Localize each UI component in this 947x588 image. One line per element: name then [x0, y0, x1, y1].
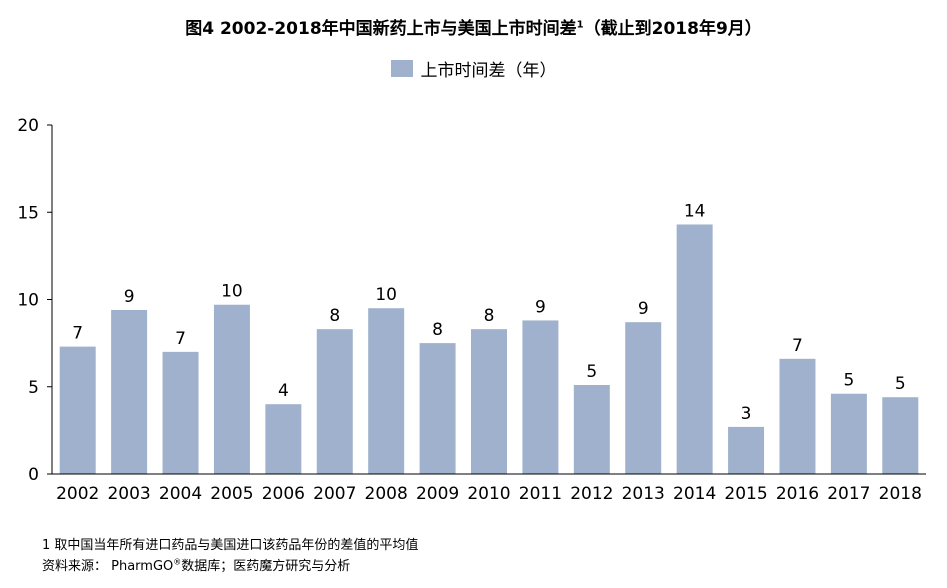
x-tick-label: 2006	[262, 484, 305, 504]
data-label: 10	[221, 282, 243, 302]
y-tick-label: 20	[17, 116, 39, 136]
bar	[265, 404, 302, 474]
data-label: 9	[124, 287, 135, 307]
legend: 上市时间差（年）	[0, 56, 947, 81]
source-mark: ®	[173, 557, 182, 567]
bar	[368, 308, 405, 474]
data-label: 7	[792, 336, 803, 356]
y-tick-label: 15	[17, 203, 39, 223]
x-tick-label: 2014	[673, 484, 716, 504]
y-tick-label: 5	[28, 378, 39, 398]
data-label: 9	[535, 297, 546, 317]
data-label: 8	[329, 306, 340, 326]
bar	[213, 304, 250, 474]
data-label: 10	[375, 285, 397, 305]
data-label: 5	[586, 362, 597, 382]
data-label: 7	[175, 329, 186, 349]
x-tick-label: 2005	[210, 484, 253, 504]
data-label: 8	[432, 320, 443, 340]
chart-title: 图4 2002-2018年中国新药上市与美国上市时间差1（截止到2018年9月）	[0, 14, 947, 39]
data-label: 8	[484, 306, 495, 326]
x-tick-label: 2002	[56, 484, 99, 504]
bar	[471, 329, 507, 474]
bar	[111, 309, 148, 474]
bar	[882, 397, 919, 474]
data-label: 14	[684, 201, 706, 221]
data-label: 7	[72, 324, 83, 344]
chart-title-text: 图4 2002-2018年中国新药上市与美国上市时间差	[185, 19, 577, 39]
data-label: 4	[278, 381, 289, 401]
bar	[522, 320, 559, 474]
bar	[419, 343, 456, 474]
data-label: 9	[638, 299, 649, 319]
bar	[676, 224, 713, 474]
data-label: 5	[843, 371, 854, 391]
x-tick-label: 2018	[879, 484, 922, 504]
x-tick-label: 2013	[622, 484, 665, 504]
y-tick-label: 10	[17, 291, 39, 311]
x-tick-label: 2004	[159, 484, 202, 504]
x-tick-label: 2011	[519, 484, 562, 504]
x-tick-label: 2010	[467, 484, 510, 504]
source-suffix: 数据库；医药魔方研究与分析	[181, 559, 351, 574]
bar	[59, 346, 96, 474]
bar	[830, 393, 867, 474]
data-label: 3	[741, 404, 752, 424]
x-tick-label: 2012	[570, 484, 613, 504]
x-tick-label: 2017	[827, 484, 870, 504]
chart-title-superscript: 1	[576, 19, 584, 31]
bar	[728, 426, 765, 474]
bar	[779, 358, 816, 474]
footnote-source: 资料来源： PharmGO®数据库；医药魔方研究与分析	[42, 555, 350, 574]
legend-swatch	[390, 60, 413, 77]
x-tick-label: 2003	[107, 484, 150, 504]
chart-title-suffix: （截止到2018年9月）	[583, 19, 762, 39]
data-label: 5	[895, 374, 906, 394]
x-tick-label: 2007	[313, 484, 356, 504]
legend-label: 上市时间差（年）	[420, 61, 557, 81]
y-tick-label: 0	[28, 465, 39, 485]
x-tick-label: 2015	[724, 484, 767, 504]
bar	[162, 351, 199, 474]
bar	[625, 322, 662, 474]
x-tick-label: 2008	[365, 484, 408, 504]
bar	[316, 329, 353, 474]
x-tick-label: 2016	[776, 484, 819, 504]
bar	[573, 385, 610, 474]
source-prefix: 资料来源： PharmGO	[42, 559, 174, 574]
x-tick-label: 2009	[416, 484, 459, 504]
footnote-note: 1 取中国当年所有进口药品与美国进口该药品年份的差值的平均值	[42, 538, 419, 553]
